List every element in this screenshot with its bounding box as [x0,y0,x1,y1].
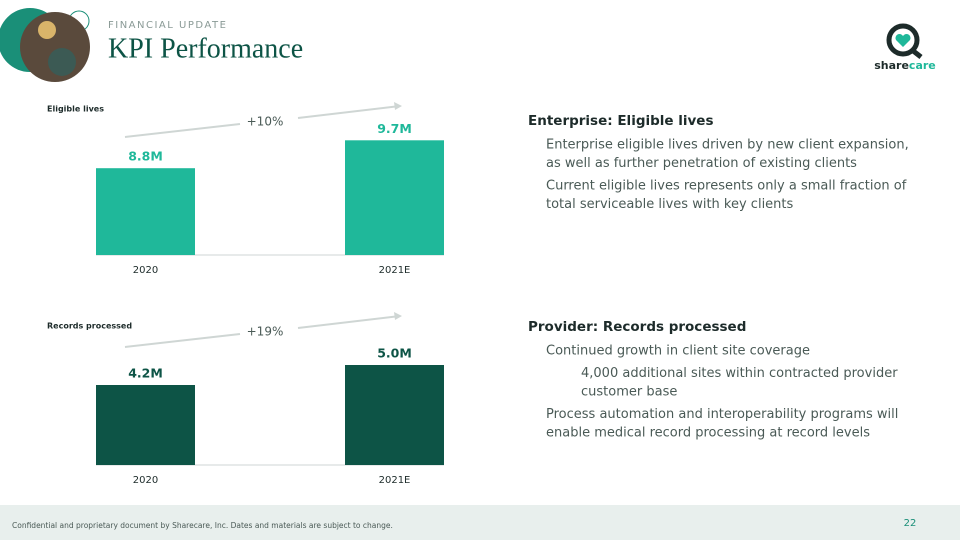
footer-band [0,505,960,540]
value-label: 9.7M [377,121,412,136]
slide-title: KPI Performance [108,33,303,64]
arrow-head [394,312,402,320]
value-label: 8.8M [128,149,163,164]
bar [96,168,195,255]
bullet-line: 4,000 additional sites within contracted… [581,366,898,381]
bar [345,140,444,255]
chart-title: Records processed [47,322,132,331]
chart-title: Eligible lives [47,105,104,114]
logo-share: share [874,59,909,72]
bullet-line: Current eligible lives represents only a… [546,179,907,194]
photo-light [38,21,56,39]
kicker: FINANCIAL UPDATE [108,20,227,31]
logo-care: care [909,59,936,72]
bullet-line: as well as further penetration of existi… [546,156,857,171]
growth-arrow-left [124,333,241,348]
bullet-line: Process automation and interoperability … [546,407,898,422]
section-heading: Enterprise: Eligible lives [528,113,714,129]
arrow-head [394,102,402,110]
bar [345,365,444,465]
bullet-line: customer base [581,385,677,400]
category-label: 2020 [133,265,158,276]
growth-arrow-right [297,315,401,329]
photo-detail [48,48,76,76]
page-number: 22 [904,518,917,529]
bullet-line: Enterprise eligible lives driven by new … [546,138,909,153]
growth-label: +10% [247,115,284,129]
category-label: 2020 [133,475,158,486]
bullet-line: enable medical record processing at reco… [546,426,870,441]
value-label: 5.0M [377,346,412,361]
bullet-line: Continued growth in client site coverage [546,344,810,359]
section-heading: Provider: Records processed [528,319,746,335]
bar [96,385,195,465]
category-label: 2021E [379,475,411,486]
logo-text: sharecare [874,59,936,72]
growth-arrow-left [124,123,241,138]
growth-arrow-right [297,105,401,119]
bullet-line: total serviceable lives with key clients [546,197,794,212]
logo-heart [895,33,911,47]
value-label: 4.2M [128,366,163,381]
footer-text: Confidential and proprietary document by… [12,521,393,530]
category-label: 2021E [379,265,411,276]
logo-ring [886,23,920,57]
logo-tail [910,48,923,59]
growth-label: +19% [247,325,284,339]
